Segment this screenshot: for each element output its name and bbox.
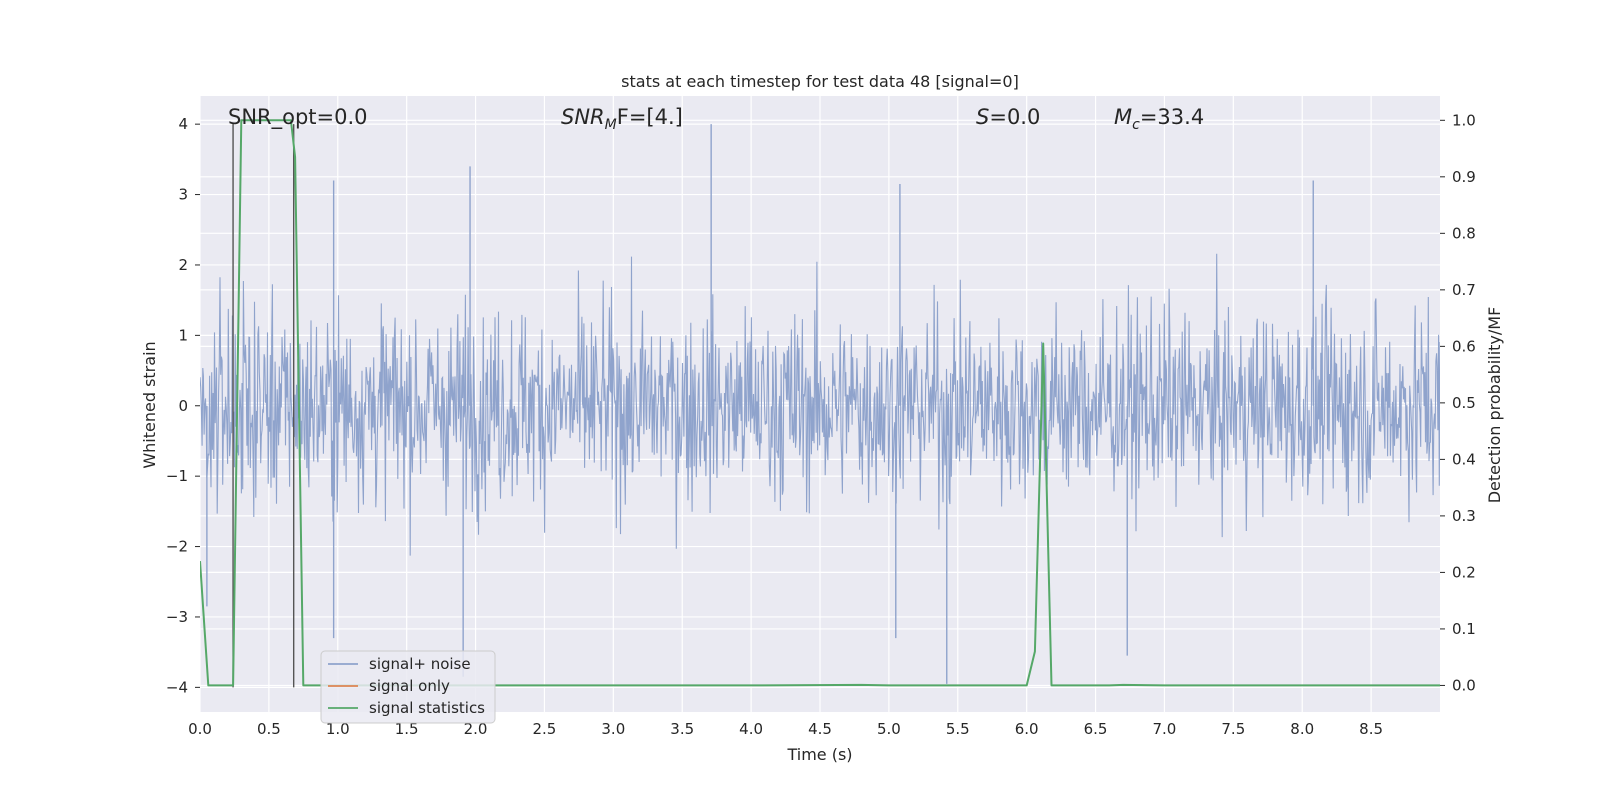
x-axis-ticks: 0.0 0.5 1.0 1.5 2.0 2.5 3.0 3.5 4.0 4.5 5.0 5.5 6.0 6…	[188, 720, 1383, 738]
y-tick-label: −4	[166, 678, 188, 696]
legend-label-noise: signal+ noise	[369, 655, 471, 673]
y2-tick-label: 0.3	[1452, 507, 1476, 525]
annotation-snr-opt: SNR_opt=0.0	[228, 105, 368, 130]
y-tick-label: −2	[166, 538, 188, 556]
annotation-snr-mf-name: SNR	[561, 105, 605, 129]
x-tick-label: 8.5	[1359, 720, 1383, 738]
annotation-snr-mf: SNRMF=[4.]	[561, 105, 683, 133]
y-tick-label: 0	[178, 397, 188, 415]
annotation-s: S=0.0	[976, 105, 1040, 129]
y2-tick-label: 0.9	[1452, 168, 1476, 186]
y-tick-label: −1	[166, 467, 188, 485]
y2-axis-ticks: 0.0 0.1 0.2 0.3 0.4 0.5 0.6 0.7 0.8 0.9 1.0	[1440, 111, 1476, 694]
legend: signal+ noise signal only signal statist…	[320, 650, 496, 724]
x-tick-label: 5.5	[946, 720, 970, 738]
y2-tick-label: 0.2	[1452, 563, 1476, 581]
x-tick-label: 0.5	[257, 720, 281, 738]
x-tick-label: 2.0	[464, 720, 488, 738]
annotation-snr-mf-value: F=[4.]	[617, 105, 683, 129]
x-tick-label: 3.0	[601, 720, 625, 738]
y2-tick-label: 0.6	[1452, 337, 1476, 355]
y2-tick-label: 1.0	[1452, 111, 1476, 129]
legend-label-signal-only: signal only	[369, 677, 450, 695]
y-axis-ticks: −4 −3 −2 −1 0 1 2 3 4	[166, 115, 200, 696]
y2-tick-label: 0.7	[1452, 281, 1476, 299]
y-tick-label: 2	[178, 256, 188, 274]
y2-tick-label: 0.4	[1452, 450, 1476, 468]
legend-box	[320, 650, 496, 724]
x-tick-label: 1.5	[395, 720, 419, 738]
annotation-mc-name: M	[1114, 105, 1132, 129]
x-tick-label: 3.5	[670, 720, 694, 738]
y2-tick-label: 0.0	[1452, 676, 1476, 694]
annotation-mc-value: =33.4	[1140, 105, 1204, 129]
y2-tick-label: 0.5	[1452, 394, 1476, 412]
x-tick-label: 8.0	[1290, 720, 1314, 738]
x-tick-label: 7.0	[1153, 720, 1177, 738]
annotation-mc-sub: c	[1132, 117, 1140, 133]
x-tick-label: 2.5	[533, 720, 557, 738]
x-tick-label: 4.0	[739, 720, 763, 738]
y-tick-label: 3	[178, 186, 188, 204]
x-tick-label: 1.0	[326, 720, 350, 738]
x-tick-label: 6.0	[1015, 720, 1039, 738]
x-axis-label: Time (s)	[786, 745, 852, 764]
annotation-mc: Mc=33.4	[1114, 105, 1204, 133]
noise-trace	[200, 253, 1440, 556]
annotation-s-name: S	[976, 105, 989, 129]
x-tick-label: 7.5	[1221, 720, 1245, 738]
x-tick-label: 6.5	[1084, 720, 1108, 738]
y-tick-label: 4	[178, 115, 188, 133]
series-signal-noise	[200, 124, 1440, 684]
vertical-markers	[232, 124, 295, 688]
x-tick-label: 4.5	[808, 720, 832, 738]
y-tick-label: −3	[166, 608, 188, 626]
chart-title: stats at each timestep for test data 48 …	[621, 72, 1019, 91]
y2-axis-label: Detection probability/MF	[1485, 307, 1504, 504]
y-tick-label: 1	[178, 326, 188, 344]
x-tick-label: 5.0	[877, 720, 901, 738]
y2-tick-label: 0.1	[1452, 620, 1476, 638]
y2-tick-label: 0.8	[1452, 224, 1476, 242]
annotation-snr-mf-sub: M	[605, 117, 617, 133]
x-tick-label: 0.0	[188, 720, 212, 738]
annotation-s-value: =0.0	[989, 105, 1040, 129]
legend-label-statistics: signal statistics	[369, 699, 485, 717]
y-axis-label: Whitened strain	[140, 341, 159, 468]
